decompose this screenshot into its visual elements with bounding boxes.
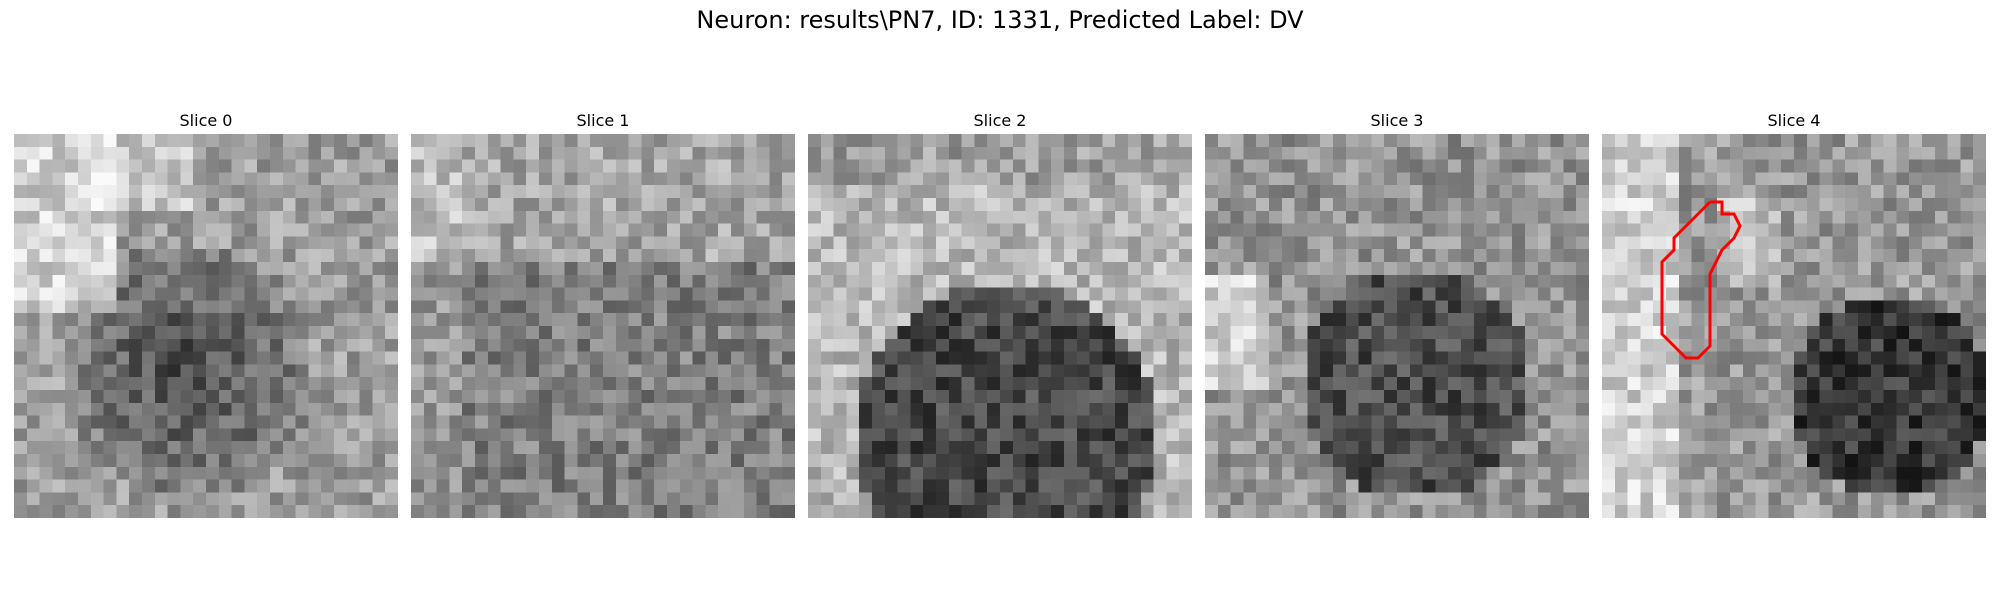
slice-panel-2: Slice 2 bbox=[808, 108, 1192, 518]
slice-panel-4: Slice 4 bbox=[1602, 108, 1986, 518]
slice-image-2 bbox=[808, 134, 1192, 518]
slice-image-3 bbox=[1205, 134, 1589, 518]
figure-title: Neuron: results\PN7, ID: 1331, Predicted… bbox=[696, 6, 1304, 34]
slice-title-4: Slice 4 bbox=[1767, 111, 1821, 130]
slice-title-2: Slice 2 bbox=[973, 111, 1027, 130]
slice-panel-1: Slice 1 bbox=[411, 108, 795, 518]
slice-title-1: Slice 1 bbox=[576, 111, 630, 130]
slice-panel-0: Slice 0 bbox=[14, 108, 398, 518]
slice-image-0 bbox=[14, 134, 398, 518]
slice-panel-3: Slice 3 bbox=[1205, 108, 1589, 518]
slice-title-0: Slice 0 bbox=[179, 111, 233, 130]
slice-image-4 bbox=[1602, 134, 1986, 518]
slice-image-1 bbox=[411, 134, 795, 518]
slice-title-3: Slice 3 bbox=[1370, 111, 1424, 130]
